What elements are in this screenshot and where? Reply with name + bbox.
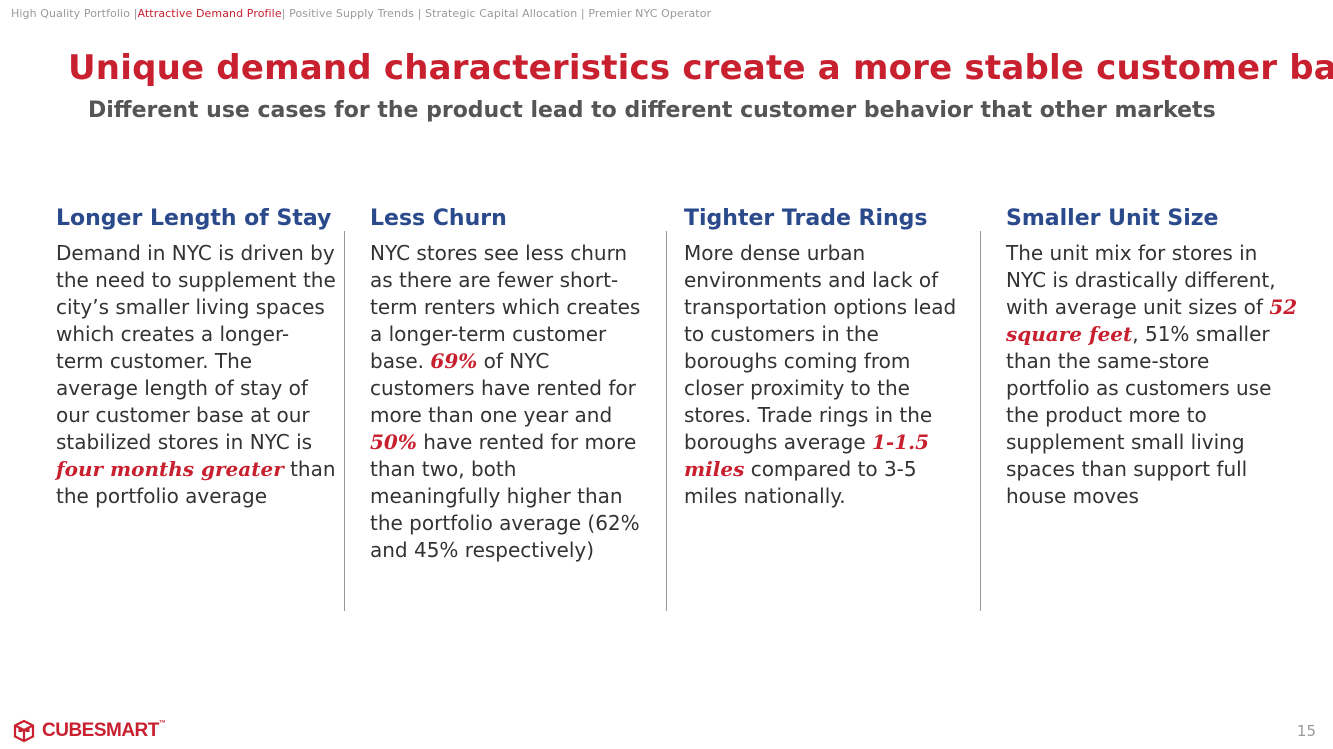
body-text: The unit mix for stores in NYC is drasti… xyxy=(1006,241,1276,319)
column-trade-rings: Tighter Trade Rings More dense urban env… xyxy=(684,204,966,510)
page-number: 15 xyxy=(1296,722,1316,740)
column-body: The unit mix for stores in NYC is drasti… xyxy=(1006,240,1298,510)
body-text: than the portfolio average xyxy=(56,457,336,508)
page-title: Unique demand characteristics create a m… xyxy=(68,48,1333,88)
column-heading: Less Churn xyxy=(370,206,507,231)
highlight-text: 69% xyxy=(430,349,478,373)
body-text: Demand in NYC is driven by the need to s… xyxy=(56,241,336,454)
cubesmart-logo: CUBESMART™ xyxy=(12,719,166,743)
column-divider xyxy=(344,231,345,611)
breadcrumb-item[interactable]: High Quality Portfolio | xyxy=(11,7,138,20)
column-divider xyxy=(666,231,667,611)
breadcrumb-item[interactable]: | Positive Supply Trends | Strategic Cap… xyxy=(281,7,712,20)
logo-text: CUBESMART™ xyxy=(42,720,166,741)
highlight-text: four months greater xyxy=(56,457,284,481)
column-divider xyxy=(980,231,981,611)
column-body: More dense urban environments and lack o… xyxy=(684,240,966,510)
column-body: Demand in NYC is driven by the need to s… xyxy=(56,240,336,510)
column-length-of-stay: Longer Length of Stay Demand in NYC is d… xyxy=(56,204,336,510)
breadcrumb-item-active[interactable]: Attractive Demand Profile xyxy=(137,7,282,20)
column-unit-size: Smaller Unit Size The unit mix for store… xyxy=(1006,204,1298,510)
body-text: , 51% smaller than the same-store portfo… xyxy=(1006,322,1272,508)
highlight-text: 1-1.5 miles xyxy=(684,430,930,481)
highlight-text: 52 square feet xyxy=(1006,295,1298,346)
column-less-churn: Less Churn NYC stores see less churn as … xyxy=(370,204,648,564)
body-text: NYC stores see less churn as there are f… xyxy=(370,241,641,373)
body-text: compared to 3-5 miles nationally. xyxy=(684,457,917,508)
column-body: NYC stores see less churn as there are f… xyxy=(370,240,648,564)
highlight-text: 50% xyxy=(370,430,417,454)
cube-logo-icon xyxy=(13,719,35,743)
body-text: of NYC customers have rented for more th… xyxy=(370,349,636,427)
column-heading: Smaller Unit Size xyxy=(1006,206,1219,231)
breadcrumb: High Quality Portfolio |Attractive Deman… xyxy=(11,7,711,20)
column-heading: Tighter Trade Rings xyxy=(684,206,928,231)
body-text: have rented for more than two, both mean… xyxy=(370,430,640,562)
column-heading: Longer Length of Stay xyxy=(56,206,332,231)
page-subtitle: Different use cases for the product lead… xyxy=(88,98,1216,123)
body-text: More dense urban environments and lack o… xyxy=(684,241,957,454)
